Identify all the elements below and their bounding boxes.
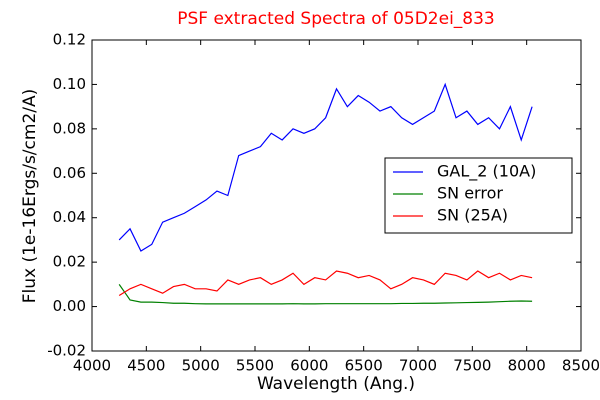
x-tick-label: 5000 (182, 357, 220, 375)
x-axis-label: Wavelength (Ang.) (257, 374, 415, 394)
plot-frame (91, 39, 582, 352)
x-tick-label: 8500 (562, 357, 600, 375)
y-tick-label: -0.02 (47, 342, 86, 360)
x-tick-label: 6500 (345, 357, 383, 375)
legend-box (384, 157, 573, 234)
y-tick-label: 0.10 (53, 75, 86, 93)
legend-label: SN (25A) (437, 206, 508, 225)
y-tick-label: 0.04 (53, 208, 86, 226)
y-axis-label: Flux (1e-16Ergs/s/cm2/A) (20, 89, 40, 304)
x-tick-label: 5500 (236, 357, 274, 375)
y-tick-label: 0.08 (53, 119, 86, 137)
x-tick-label: 7500 (453, 357, 491, 375)
legend-label: GAL_2 (10A) (437, 162, 536, 182)
y-tick-label: 0.12 (53, 31, 86, 49)
series-line (118, 284, 533, 305)
chart-title: PSF extracted Spectra of 05D2ei_833 (177, 9, 495, 29)
y-tick-label: 0.00 (53, 297, 86, 315)
x-tick-label: 4500 (127, 357, 165, 375)
legend-label: SN error (437, 184, 503, 203)
x-tick-label: 7000 (399, 357, 437, 375)
series-line (118, 270, 533, 296)
x-tick-label: 4000 (73, 357, 111, 375)
x-tick-label: 6000 (290, 357, 328, 375)
y-tick-label: 0.06 (53, 164, 86, 182)
series-line (118, 82, 533, 252)
y-tick-label: 0.02 (53, 253, 86, 271)
x-tick-label: 8000 (508, 357, 546, 375)
